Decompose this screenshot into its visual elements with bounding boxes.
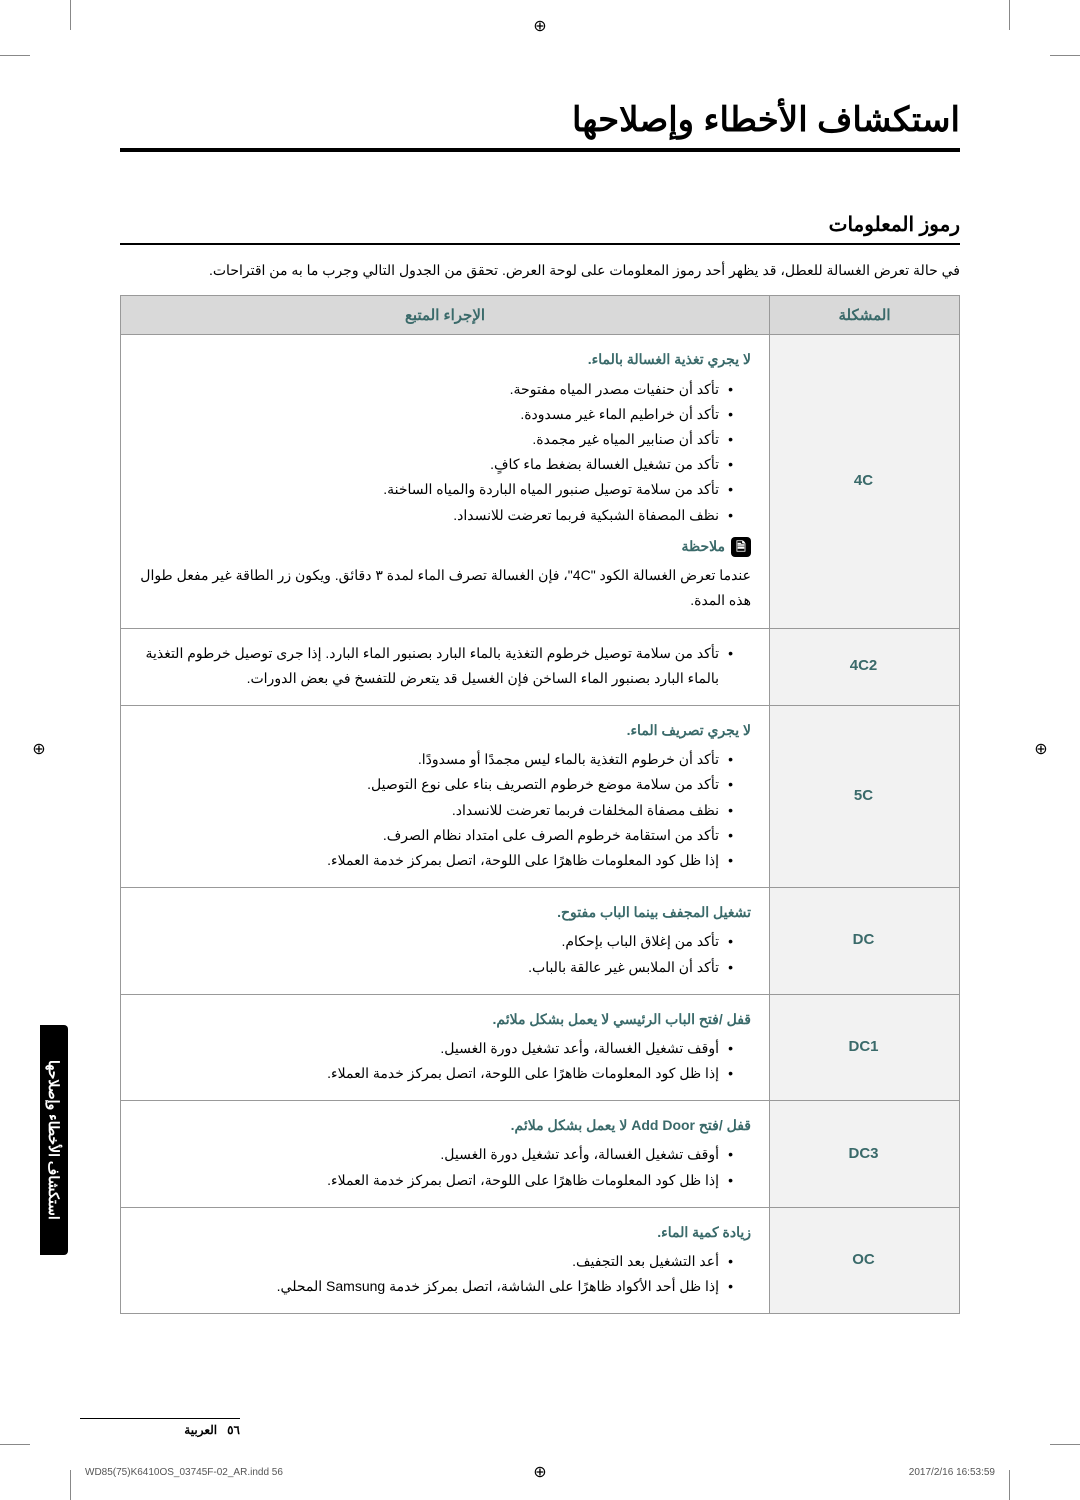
code-cell: 4C xyxy=(770,335,960,628)
list-item: نظف مصفاة المخلفات فربما تعرضت للانسداد. xyxy=(137,798,733,823)
code-cell: 4C2 xyxy=(770,628,960,705)
code-cell: OC xyxy=(770,1207,960,1314)
crop-mark xyxy=(70,0,71,30)
action-list: تأكد أن حنفيات مصدر المياه مفتوحة.تأكد أ… xyxy=(137,377,751,528)
table-row: DC3قفل /فتح Add Door لا يعمل بشكل ملائم.… xyxy=(121,1101,960,1208)
list-item: تأكد أن الملابس غير عالقة بالباب. xyxy=(137,955,733,980)
row-title: زيادة كمية الماء. xyxy=(137,1220,751,1245)
table-row: DC1 قفل /فتح الباب الرئيسي لا يعمل بشكل م… xyxy=(121,994,960,1101)
print-filename: WD85(75)K6410OS_03745F-02_AR.indd 56 xyxy=(85,1467,283,1478)
code-cell: DC3 xyxy=(770,1101,960,1208)
registration-mark-bottom: ⊕ xyxy=(531,1464,549,1482)
action-cell: لا يجري تصريف الماء. تأكد أن خرطوم التغذي… xyxy=(121,706,770,888)
list-item: تأكد من إغلاق الباب بإحكام. xyxy=(137,929,733,954)
action-cell: تأكد من سلامة توصيل خرطوم التغذية بالماء… xyxy=(121,628,770,705)
row-title: قفل /فتح Add Door لا يعمل بشكل ملائم. xyxy=(137,1113,751,1138)
code-cell: DC xyxy=(770,888,960,995)
table-row: 4C لا يجري تغذية الغسالة بالماء. تأكد أن ح… xyxy=(121,335,960,628)
list-item: تأكد أن خراطيم الماء غير مسدودة. xyxy=(137,402,733,427)
list-item: تأكد أن خرطوم التغذية بالماء ليس مجمدًا … xyxy=(137,747,733,772)
header-code: المشكلة xyxy=(770,296,960,335)
list-item: تأكد من سلامة توصيل خرطوم التغذية بالماء… xyxy=(137,641,733,691)
crop-mark xyxy=(1009,0,1010,30)
action-cell: تشغيل المجفف بينما الباب مفتوح. تأكد من إ… xyxy=(121,888,770,995)
list-item: نظف المصفاة الشبكية فربما تعرضت للانسداد… xyxy=(137,503,733,528)
crop-mark xyxy=(0,55,30,56)
action-cell: لا يجري تغذية الغسالة بالماء. تأكد أن حنف… xyxy=(121,335,770,628)
note-label: 🗎ملاحظة xyxy=(682,534,752,559)
list-item: أوقف تشغيل الغسالة، وأعد تشغيل دورة الغس… xyxy=(137,1036,733,1061)
table-row: 4C2 تأكد من سلامة توصيل خرطوم التغذية بال… xyxy=(121,628,960,705)
troubleshooting-table: المشكلة الإجراء المتبع 4Cلا يجري تغذية ا… xyxy=(120,295,960,1314)
crop-mark xyxy=(1050,55,1080,56)
action-cell: قفل /فتح Add Door لا يعمل بشكل ملائم. أوق… xyxy=(121,1101,770,1208)
crop-mark xyxy=(70,1470,71,1500)
table-row: DC تشغيل المجفف بينما الباب مفتوح. تأكد من… xyxy=(121,888,960,995)
action-list: تأكد من إغلاق الباب بإحكام.تأكد أن الملا… xyxy=(137,929,751,979)
row-title: قفل /فتح الباب الرئيسي لا يعمل بشكل ملائ… xyxy=(137,1007,751,1032)
row-title: لا يجري تغذية الغسالة بالماء. xyxy=(137,347,751,372)
table-row: 5C لا يجري تصريف الماء. تأكد أن خرطوم التغ… xyxy=(121,706,960,888)
crop-mark xyxy=(1009,1470,1010,1500)
row-title: لا يجري تصريف الماء. xyxy=(137,718,751,743)
list-item: تأكد من سلامة موضع خرطوم التصريف بناء عل… xyxy=(137,772,733,797)
note-text: عندما تعرض الغسالة الكود "4C"، فإن الغسا… xyxy=(137,563,751,613)
page-footer: ٥٦ العربية xyxy=(80,1418,1000,1437)
print-timestamp: 2017/2/16 16:53:59 xyxy=(909,1467,995,1478)
action-list: أعد التشغيل بعد التجفيف.إذا ظل أحد الأكو… xyxy=(137,1249,751,1299)
code-cell: DC1 xyxy=(770,994,960,1101)
header-action: الإجراء المتبع xyxy=(121,296,770,335)
table-row: OC زيادة كمية الماء. أعد التشغيل بعد التجف… xyxy=(121,1207,960,1314)
list-item: أوقف تشغيل الغسالة، وأعد تشغيل دورة الغس… xyxy=(137,1142,733,1167)
registration-mark-right: ⊕ xyxy=(1032,741,1050,759)
row-title: تشغيل المجفف بينما الباب مفتوح. xyxy=(137,900,751,925)
registration-mark-left: ⊕ xyxy=(30,741,48,759)
code-cell: 5C xyxy=(770,706,960,888)
note-block: 🗎ملاحظة عندما تعرض الغسالة الكود "4C"، فإ… xyxy=(137,534,751,614)
main-title: استكشاف الأخطاء وإصلاحها xyxy=(120,100,960,152)
list-item: إذا ظل كود المعلومات ظاهرًا على اللوحة، … xyxy=(137,1168,733,1193)
list-item: إذا ظل كود المعلومات ظاهرًا على اللوحة، … xyxy=(137,1061,733,1086)
list-item: تأكد أن صنابير المياه غير مجمدة. xyxy=(137,427,733,452)
list-item: تأكد من سلامة توصيل صنبور المياه الباردة… xyxy=(137,477,733,502)
page-content: استكشاف الأخطاء وإصلاحها استكشاف الأخطاء… xyxy=(80,65,1000,1435)
page-number: ٥٦ xyxy=(227,1423,240,1437)
list-item: تأكد من تشغيل الغسالة بضغط ماء كافٍ. xyxy=(137,452,733,477)
action-list: أوقف تشغيل الغسالة، وأعد تشغيل دورة الغس… xyxy=(137,1142,751,1192)
action-cell: قفل /فتح الباب الرئيسي لا يعمل بشكل ملائ… xyxy=(121,994,770,1101)
list-item: إذا ظل كود المعلومات ظاهرًا على اللوحة، … xyxy=(137,848,733,873)
page-language: العربية xyxy=(184,1423,217,1437)
side-tab: استكشاف الأخطاء وإصلاحها xyxy=(40,1025,68,1255)
note-icon: 🗎 xyxy=(731,537,751,557)
list-item: إذا ظل أحد الأكواد ظاهرًا على الشاشة، ات… xyxy=(137,1274,733,1299)
list-item: أعد التشغيل بعد التجفيف. xyxy=(137,1249,733,1274)
crop-mark xyxy=(0,1444,30,1445)
action-list: تأكد من سلامة توصيل خرطوم التغذية بالماء… xyxy=(137,641,751,691)
action-cell: زيادة كمية الماء. أعد التشغيل بعد التجفيف… xyxy=(121,1207,770,1314)
intro-text: في حالة تعرض الغسالة للعطل، قد يظهر أحد … xyxy=(120,259,960,281)
registration-mark-top: ⊕ xyxy=(531,18,549,36)
action-list: تأكد أن خرطوم التغذية بالماء ليس مجمدًا … xyxy=(137,747,751,873)
crop-mark xyxy=(1050,1444,1080,1445)
note-label-text: ملاحظة xyxy=(682,534,726,559)
list-item: تأكد أن حنفيات مصدر المياه مفتوحة. xyxy=(137,377,733,402)
list-item: تأكد من استقامة خرطوم الصرف على امتداد ن… xyxy=(137,823,733,848)
section-title: رموز المعلومات xyxy=(120,212,960,245)
action-list: أوقف تشغيل الغسالة، وأعد تشغيل دورة الغس… xyxy=(137,1036,751,1086)
